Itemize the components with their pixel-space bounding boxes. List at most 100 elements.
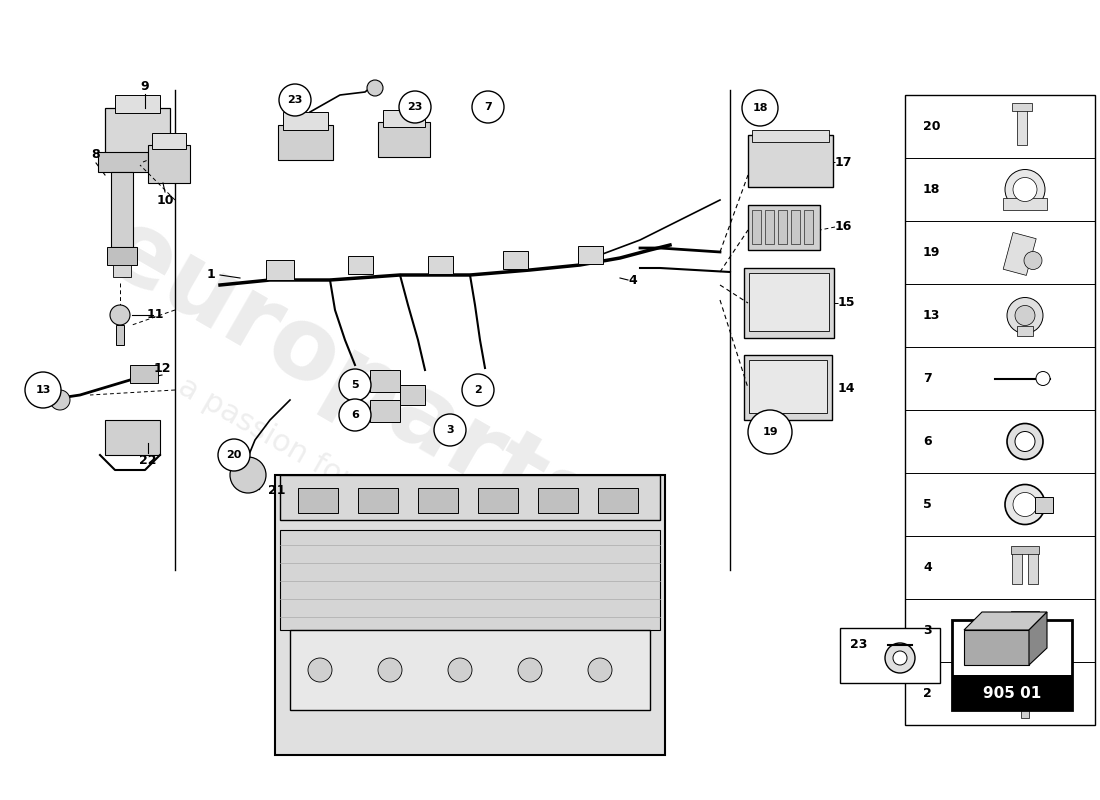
Bar [383,110,425,127]
Circle shape [434,414,466,446]
Bar [503,251,528,269]
Circle shape [339,369,371,401]
Text: 905 01: 905 01 [983,686,1041,701]
Bar [840,628,940,683]
Bar [278,125,333,160]
Bar [280,475,660,520]
Bar [1035,497,1053,513]
Circle shape [742,90,778,126]
Bar [418,488,458,513]
Text: 5: 5 [923,498,932,511]
Circle shape [50,390,70,410]
Bar [370,400,400,422]
Bar [428,256,453,274]
Text: 13: 13 [35,385,51,395]
Bar [749,360,827,413]
Text: 10: 10 [156,194,174,206]
Bar [348,256,373,274]
Polygon shape [1028,612,1047,665]
Text: 2: 2 [923,687,932,700]
Bar [113,265,131,277]
Circle shape [448,658,472,682]
Bar [104,420,160,455]
Text: 1: 1 [207,269,215,282]
Text: 4: 4 [628,274,637,286]
Bar [578,246,603,264]
Circle shape [748,410,792,454]
Bar [98,152,148,172]
Text: 15: 15 [838,297,856,310]
Circle shape [472,91,504,123]
Circle shape [462,374,494,406]
Circle shape [279,84,311,116]
Bar [152,133,186,149]
Text: 13: 13 [923,309,940,322]
Text: 7: 7 [484,102,492,112]
Text: 19: 19 [762,427,778,437]
Bar [107,247,138,265]
Bar [748,205,820,250]
Bar [358,488,398,513]
Text: 8: 8 [91,149,100,162]
Circle shape [308,658,332,682]
Bar [116,95,160,113]
Circle shape [886,643,915,673]
Text: 17: 17 [835,155,852,169]
Text: europarts: europarts [87,200,614,560]
Text: 5: 5 [351,380,359,390]
Bar [290,630,650,710]
Bar [752,130,829,142]
Bar [478,488,518,513]
Circle shape [230,457,266,493]
Text: 12: 12 [153,362,170,374]
Bar [1021,703,1028,718]
Bar [952,620,1072,710]
Text: 3: 3 [447,425,454,435]
Circle shape [399,91,431,123]
Bar [266,260,294,280]
Text: 18: 18 [752,103,768,113]
Bar [764,210,774,244]
Circle shape [218,439,250,471]
Text: 18: 18 [923,183,940,196]
Bar [749,273,829,331]
Text: 21: 21 [268,483,286,497]
Text: 19: 19 [923,246,940,259]
Text: 23: 23 [287,95,303,105]
Circle shape [1005,170,1045,210]
Bar [598,488,638,513]
Text: 3: 3 [923,624,932,637]
Bar [275,475,666,755]
Circle shape [1006,423,1043,459]
Circle shape [1024,251,1042,270]
Bar [964,630,1028,665]
Bar [905,95,1094,725]
Bar [116,325,124,345]
Text: 2: 2 [474,385,482,395]
Bar [791,210,800,244]
Text: 14: 14 [838,382,856,394]
Bar [1011,610,1040,618]
Bar [280,530,660,630]
Bar [1003,198,1047,210]
Bar [804,210,813,244]
Circle shape [1006,298,1043,334]
Text: 23: 23 [850,638,868,651]
Circle shape [25,372,60,408]
Bar [752,210,761,244]
Circle shape [518,658,542,682]
Bar [952,675,1072,710]
Bar [378,122,430,157]
Bar [1011,546,1040,554]
Circle shape [1005,485,1045,525]
Text: 4: 4 [923,561,932,574]
Circle shape [1015,306,1035,326]
Bar [744,355,832,420]
Text: 23: 23 [407,102,422,112]
Text: 11: 11 [146,309,164,322]
Bar [748,135,833,187]
Circle shape [110,305,130,325]
Bar [1012,102,1032,110]
Bar [111,172,133,247]
Circle shape [367,80,383,96]
